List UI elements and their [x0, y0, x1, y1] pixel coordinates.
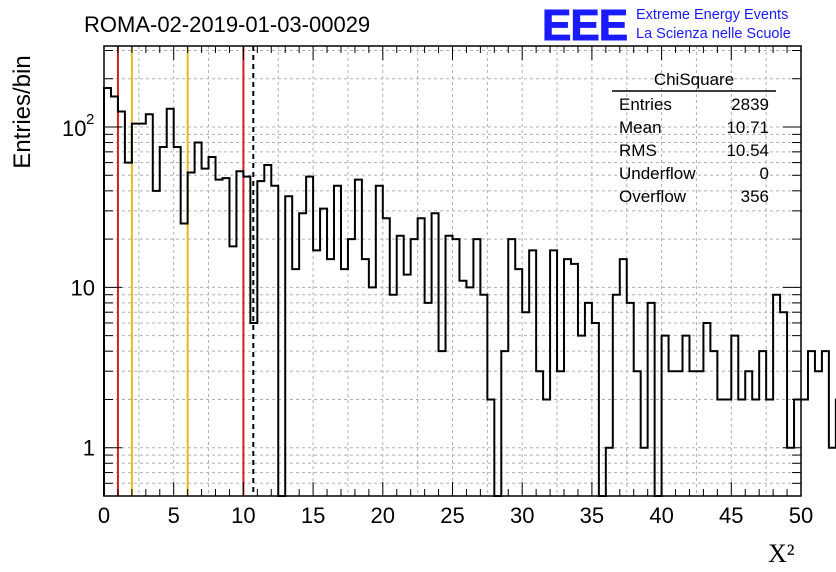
stats-row-label: Entries — [619, 95, 672, 114]
logo-line1: Extreme Energy Events — [636, 7, 788, 23]
stats-row-value: 10.54 — [726, 141, 769, 160]
x-tick-label: 15 — [301, 503, 325, 528]
x-tick-label: 45 — [719, 503, 743, 528]
stats-row-label: Mean — [619, 118, 662, 137]
logo-line2: La Scienza nelle Scuole — [636, 26, 791, 42]
y-tick-label: 10 — [71, 275, 95, 300]
stats-title: ChiSquare — [654, 70, 734, 89]
x-tick-label: 35 — [580, 503, 604, 528]
stats-row-label: Overflow — [619, 187, 687, 206]
logo-text: EEE — [542, 1, 627, 50]
chart-title: ROMA-02-2019-01-03-00029 — [84, 12, 370, 37]
x-tick-label: 40 — [649, 503, 673, 528]
stats-row-label: RMS — [619, 141, 657, 160]
x-tick-label: 20 — [371, 503, 395, 528]
stats-rows: Entries 2839 Mean 10.71 RMS 10.54 Underflow 0 Ov… — [619, 95, 769, 206]
y-axis-label: Entries/bin — [9, 55, 36, 168]
x-tick-label: 5 — [168, 503, 180, 528]
x-tick-label: 0 — [98, 503, 110, 528]
stats-row-value: 2839 — [731, 95, 769, 114]
x-tick-labels: 0 5 10 15 20 25 30 35 40 45 50 — [98, 503, 813, 528]
y-tick-label: 1 — [83, 436, 95, 461]
axis-ticks — [103, 46, 802, 496]
x-tick-label: 25 — [440, 503, 464, 528]
y-tick-label-exponent: 2 — [86, 111, 94, 128]
stats-row-value: 356 — [741, 187, 769, 206]
stats-row-label: Underflow — [619, 164, 696, 183]
grid-lines — [104, 46, 801, 496]
x-axis-label: X² — [768, 539, 795, 568]
eee-logo: EEE Extreme Energy Events La Scienza nel… — [542, 1, 791, 51]
y-tick-label: 10 — [62, 116, 86, 141]
stats-row-value: 0 — [760, 164, 769, 183]
x-tick-label: 50 — [789, 503, 813, 528]
stats-box: ChiSquare Entries 2839 Mean 10.71 RMS 10.54 Un… — [612, 70, 776, 206]
x-tick-label: 10 — [231, 503, 255, 528]
reference-lines — [116, 46, 255, 496]
x-tick-label: 30 — [510, 503, 534, 528]
stats-row-value: 10.71 — [726, 118, 769, 137]
histogram-outline — [103, 87, 836, 497]
